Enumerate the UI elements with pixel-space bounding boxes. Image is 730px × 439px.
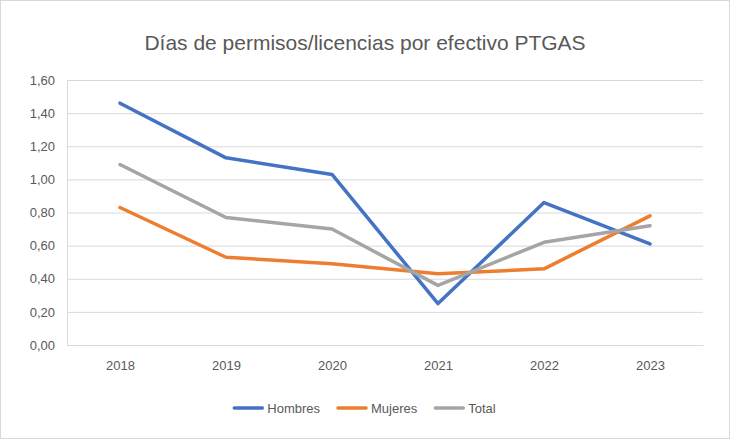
y-tick-label: 0,40: [30, 271, 55, 286]
y-tick-label: 1,60: [30, 73, 55, 88]
x-tick-label: 2022: [530, 358, 559, 373]
x-tick-label: 2021: [424, 358, 453, 373]
x-tick: 2022: [530, 345, 559, 373]
y-tick: 1,00: [30, 172, 703, 187]
grid-line: [67, 345, 703, 346]
x-axis: 2018 2019 2020 2021 2022 2023: [68, 345, 704, 373]
legend-label: Mujeres: [371, 401, 418, 416]
grid-line: [67, 312, 703, 313]
grid-line: [67, 179, 703, 180]
x-tick: 2020: [318, 345, 347, 373]
x-tick-label: 2019: [212, 358, 241, 373]
y-tick: 0,00: [30, 338, 703, 353]
legend-item: Total: [435, 401, 496, 416]
y-tick: 1,20: [30, 139, 703, 154]
x-tick-label: 2018: [106, 358, 135, 373]
y-tick-label: 1,40: [30, 106, 55, 121]
grid-line: [67, 213, 703, 214]
x-tick: 2023: [636, 345, 665, 373]
series-line: [120, 164, 650, 285]
legend-swatch: [234, 406, 262, 410]
y-tick: 1,60: [30, 73, 703, 88]
grid-line: [67, 246, 703, 247]
y-tick: 0,20: [30, 305, 703, 320]
series-line: [120, 208, 650, 274]
legend-label: Hombres: [267, 401, 320, 416]
chart: Días de permisos/licencias por efectivo …: [0, 0, 730, 439]
y-tick-label: 1,20: [30, 139, 55, 154]
y-tick: 0,40: [30, 271, 703, 286]
x-tick: 2018: [106, 345, 135, 373]
grid-line: [67, 279, 703, 280]
legend-label: Total: [468, 401, 496, 416]
legend-swatch: [435, 406, 463, 410]
series-line: [120, 103, 650, 303]
y-tick-label: 0,60: [30, 238, 55, 253]
grid-line: [67, 113, 703, 114]
grid-line: [67, 80, 703, 81]
chart-title: Días de permisos/licencias por efectivo …: [144, 31, 585, 54]
y-tick-label: 1,00: [30, 172, 55, 187]
legend-item: Hombres: [234, 401, 320, 416]
x-tick-label: 2020: [318, 358, 347, 373]
lines: [120, 103, 650, 303]
x-tick: 2019: [212, 345, 241, 373]
grid-line: [67, 146, 703, 147]
plot: 0,00 0,20 0,40 0,60 0,80 1,00 1,20 1,40 1,60 2018…: [30, 73, 704, 374]
legend-swatch: [338, 406, 366, 410]
y-tick-label: 0,80: [30, 205, 55, 220]
chart-frame: [1, 1, 730, 439]
y-tick-label: 0,20: [30, 305, 55, 320]
legend: Hombres Mujeres Total: [234, 401, 496, 416]
y-tick-label: 0,00: [30, 338, 55, 353]
legend-item: Mujeres: [338, 401, 418, 416]
y-axis: 0,00 0,20 0,40 0,60 0,80 1,00 1,20 1,40 1,60: [30, 73, 703, 353]
x-tick-label: 2023: [636, 358, 665, 373]
x-tick: 2021: [424, 345, 453, 373]
x-axis-line: [68, 345, 704, 346]
